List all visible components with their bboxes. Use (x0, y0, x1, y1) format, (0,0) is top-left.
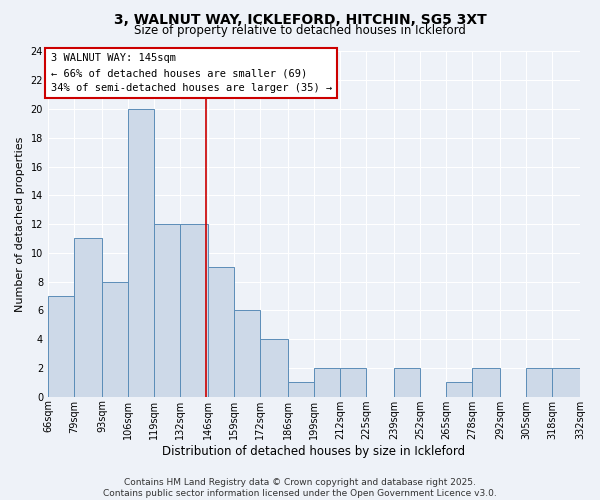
Bar (260, 339, 288, 396)
Text: Contains HM Land Registry data © Crown copyright and database right 2025.
Contai: Contains HM Land Registry data © Crown c… (103, 478, 497, 498)
Bar (314, 368, 340, 396)
Bar (48, 296, 74, 396)
Bar (340, 368, 366, 396)
Y-axis label: Number of detached properties: Number of detached properties (15, 136, 25, 312)
Bar (394, 368, 420, 396)
Bar (208, 267, 234, 396)
Bar (552, 368, 580, 396)
Bar (472, 368, 500, 396)
Bar (234, 310, 260, 396)
Bar (154, 224, 180, 396)
Bar (128, 109, 154, 397)
X-axis label: Distribution of detached houses by size in Ickleford: Distribution of detached houses by size … (163, 444, 466, 458)
Text: 3 WALNUT WAY: 145sqm
← 66% of detached houses are smaller (69)
34% of semi-detac: 3 WALNUT WAY: 145sqm ← 66% of detached h… (50, 53, 332, 93)
Bar (102, 282, 128, 397)
Text: 3, WALNUT WAY, ICKLEFORD, HITCHIN, SG5 3XT: 3, WALNUT WAY, ICKLEFORD, HITCHIN, SG5 3… (113, 12, 487, 26)
Bar (446, 382, 472, 396)
Text: Size of property relative to detached houses in Ickleford: Size of property relative to detached ho… (134, 24, 466, 37)
Bar (526, 368, 552, 396)
Bar (74, 238, 102, 396)
Bar (180, 224, 208, 396)
Bar (288, 382, 314, 396)
